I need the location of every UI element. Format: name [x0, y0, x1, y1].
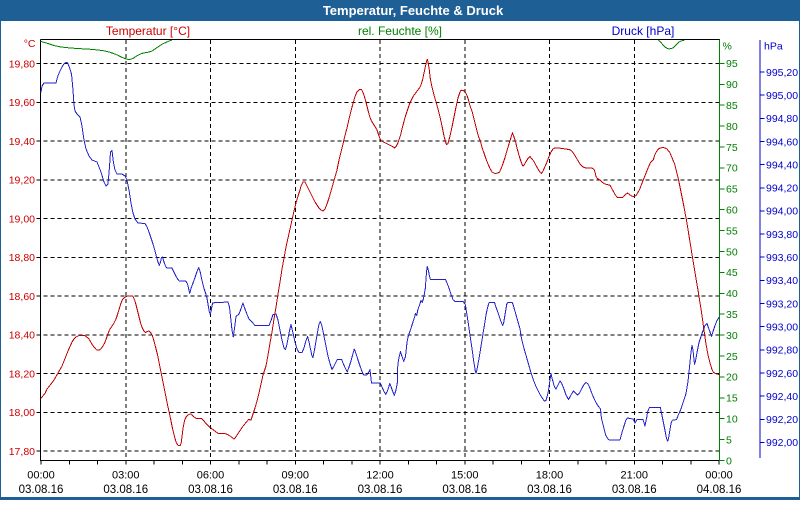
svg-text:19,60: 19,60: [9, 97, 35, 109]
svg-text:95: 95: [726, 58, 738, 70]
svg-text:25: 25: [726, 351, 738, 363]
svg-text:995,20: 995,20: [766, 67, 798, 79]
svg-text:15:00: 15:00: [451, 470, 479, 482]
svg-text:992,40: 992,40: [766, 391, 798, 403]
svg-text:992,00: 992,00: [766, 437, 798, 449]
svg-text:04.08.16: 04.08.16: [697, 484, 742, 496]
svg-text:0: 0: [726, 455, 732, 467]
svg-text:06:00: 06:00: [197, 470, 225, 482]
svg-text:°C: °C: [24, 38, 36, 50]
svg-text:994,60: 994,60: [766, 136, 798, 148]
svg-text:45: 45: [726, 267, 738, 279]
svg-text:hPa: hPa: [764, 41, 783, 53]
svg-text:19,80: 19,80: [9, 58, 35, 70]
svg-text:992,60: 992,60: [766, 368, 798, 380]
svg-text:993,60: 993,60: [766, 252, 798, 264]
svg-text:994,20: 994,20: [766, 183, 798, 195]
svg-text:03.08.16: 03.08.16: [19, 484, 64, 496]
svg-text:90: 90: [726, 79, 738, 91]
svg-text:55: 55: [726, 225, 738, 237]
svg-text:18,00: 18,00: [9, 407, 35, 419]
svg-text:17,80: 17,80: [9, 446, 35, 458]
svg-text:993,20: 993,20: [766, 298, 798, 310]
svg-text:85: 85: [726, 100, 738, 112]
svg-text:03.08.16: 03.08.16: [358, 484, 403, 496]
svg-text:35: 35: [726, 309, 738, 321]
svg-text:00:00: 00:00: [705, 470, 733, 482]
svg-text:18:00: 18:00: [536, 470, 564, 482]
svg-text:19,20: 19,20: [9, 175, 35, 187]
svg-text:994,40: 994,40: [766, 159, 798, 171]
svg-text:Druck [hPa]: Druck [hPa]: [612, 24, 675, 38]
svg-text:65: 65: [726, 184, 738, 196]
svg-text:12:00: 12:00: [366, 470, 394, 482]
svg-text:992,80: 992,80: [766, 345, 798, 357]
svg-text:994,00: 994,00: [766, 206, 798, 218]
svg-text:18,20: 18,20: [9, 368, 35, 380]
svg-text:994,80: 994,80: [766, 113, 798, 125]
svg-text:%: %: [723, 41, 732, 53]
svg-text:993,80: 993,80: [766, 229, 798, 241]
svg-text:19,40: 19,40: [9, 136, 35, 148]
svg-text:5: 5: [726, 434, 732, 446]
svg-text:19,00: 19,00: [9, 213, 35, 225]
svg-text:00:00: 00:00: [27, 470, 55, 482]
svg-text:30: 30: [726, 330, 738, 342]
svg-text:10: 10: [726, 414, 738, 426]
svg-text:993,00: 993,00: [766, 321, 798, 333]
svg-text:03:00: 03:00: [112, 470, 140, 482]
svg-text:18,80: 18,80: [9, 252, 35, 264]
svg-text:40: 40: [726, 288, 738, 300]
svg-text:20: 20: [726, 372, 738, 384]
svg-text:992,20: 992,20: [766, 414, 798, 426]
svg-text:03.08.16: 03.08.16: [612, 484, 657, 496]
svg-text:80: 80: [726, 121, 738, 133]
svg-text:09:00: 09:00: [281, 470, 309, 482]
svg-text:18,40: 18,40: [9, 330, 35, 342]
svg-text:995,00: 995,00: [766, 90, 798, 102]
svg-text:Temperatur [°C]: Temperatur [°C]: [106, 24, 190, 38]
svg-text:70: 70: [726, 163, 738, 175]
svg-text:03.08.16: 03.08.16: [103, 484, 148, 496]
svg-text:15: 15: [726, 393, 738, 405]
svg-text:50: 50: [726, 246, 738, 258]
svg-text:21:00: 21:00: [620, 470, 648, 482]
svg-text:03.08.16: 03.08.16: [188, 484, 233, 496]
svg-text:60: 60: [726, 205, 738, 217]
svg-text:rel. Feuchte [%]: rel. Feuchte [%]: [358, 24, 442, 38]
svg-text:18,60: 18,60: [9, 291, 35, 303]
svg-text:03.08.16: 03.08.16: [273, 484, 318, 496]
svg-text:993,40: 993,40: [766, 275, 798, 287]
svg-text:03.08.16: 03.08.16: [527, 484, 572, 496]
svg-text:75: 75: [726, 142, 738, 154]
svg-text:03.08.16: 03.08.16: [442, 484, 487, 496]
